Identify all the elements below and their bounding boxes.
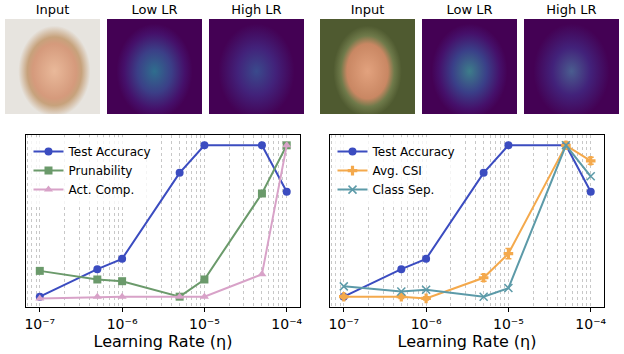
svg-text:10⁻⁶: 10⁻⁶ xyxy=(411,316,442,332)
svg-text:Act. Comp.: Act. Comp. xyxy=(68,183,134,197)
svg-text:Test Accuracy: Test Accuracy xyxy=(67,145,150,159)
svg-text:Learning Rate (η): Learning Rate (η) xyxy=(398,332,537,351)
html-text:High LR: High LR xyxy=(231,2,282,17)
svg-text:Class Sep.: Class Sep. xyxy=(372,183,434,197)
svg-text:10⁻⁷: 10⁻⁷ xyxy=(328,316,359,332)
svg-text:10⁻⁴: 10⁻⁴ xyxy=(271,316,302,332)
svg-text:Avg. CSI: Avg. CSI xyxy=(372,164,421,178)
svg-text:Test Accuracy: Test Accuracy xyxy=(371,145,454,159)
html-text:Low LR: Low LR xyxy=(446,2,493,17)
html-text:Input: Input xyxy=(35,2,70,17)
svg-text:10⁻⁵: 10⁻⁵ xyxy=(189,316,220,332)
html-text:High LR: High LR xyxy=(546,2,597,17)
svg-text:10⁻⁴: 10⁻⁴ xyxy=(575,316,606,332)
svg-text:Prunability: Prunability xyxy=(68,164,132,178)
svg-text:10⁻⁷: 10⁻⁷ xyxy=(24,316,55,332)
svg-text:10⁻⁶: 10⁻⁶ xyxy=(107,316,138,332)
svg-text:Learning Rate (η): Learning Rate (η) xyxy=(94,332,233,351)
html-text:Low LR: Low LR xyxy=(131,2,178,17)
svg-text:10⁻⁵: 10⁻⁵ xyxy=(493,316,524,332)
html-text:Input: Input xyxy=(350,2,385,17)
